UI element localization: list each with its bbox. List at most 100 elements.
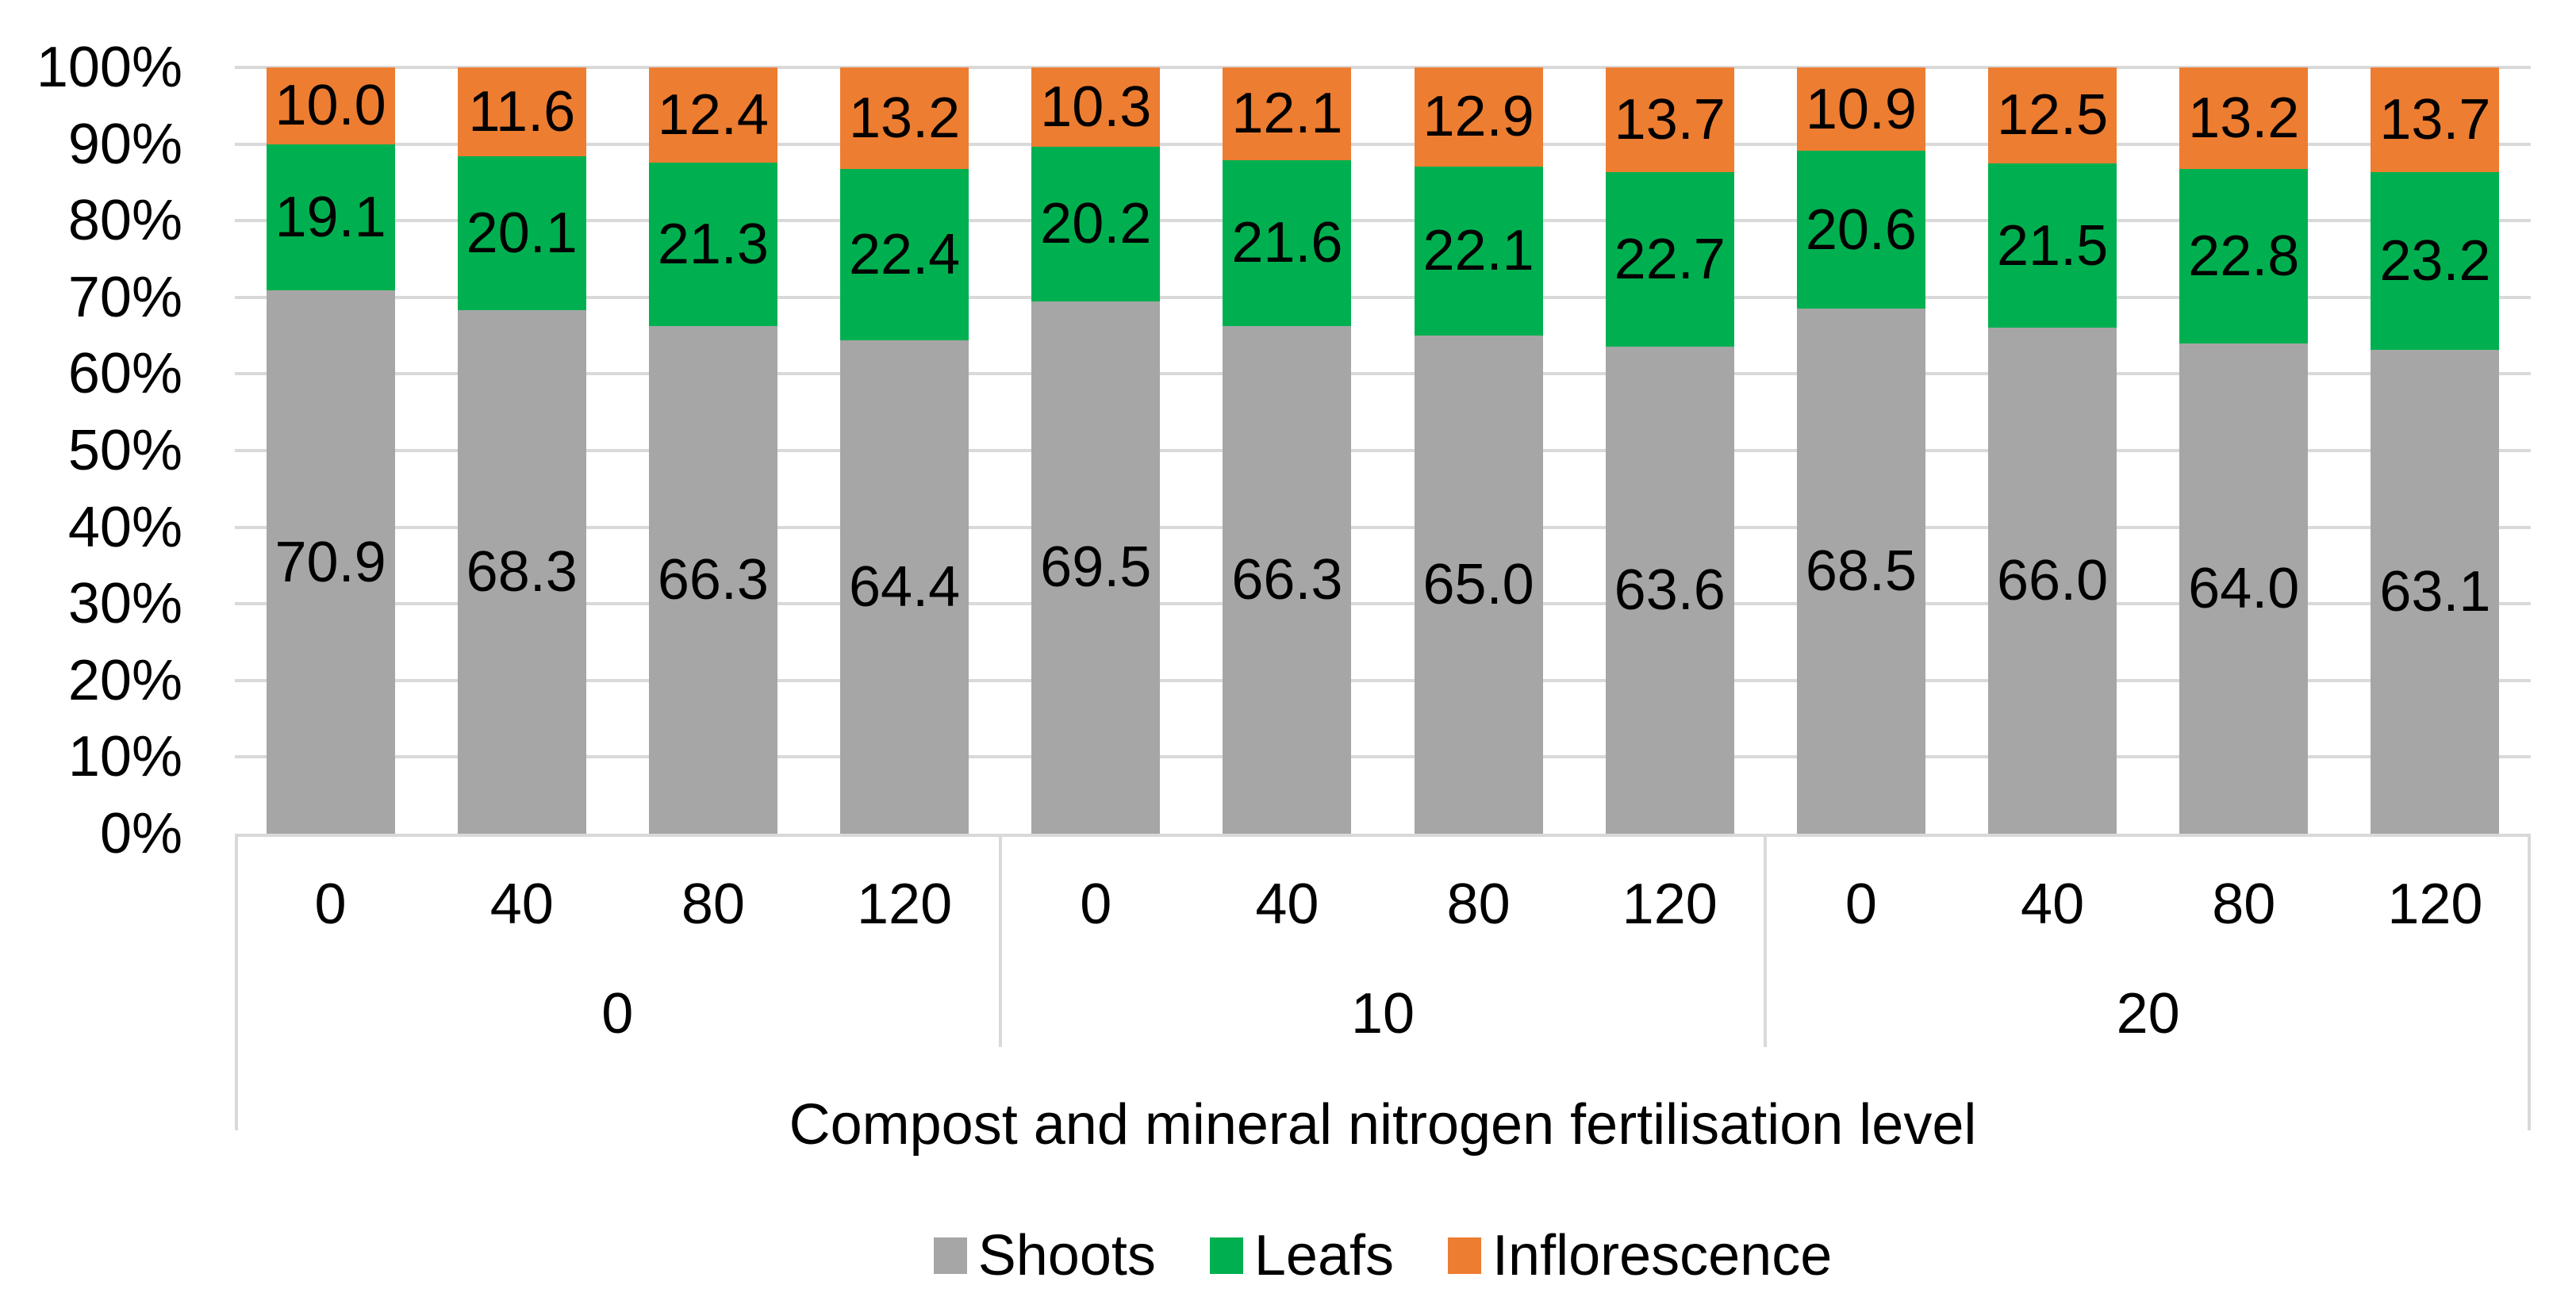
data-label: 66.3 (1231, 547, 1343, 612)
category-axis-left-border (235, 834, 238, 1130)
category-axis-right-border (2528, 834, 2531, 1130)
data-label: 66.0 (1997, 549, 2109, 613)
bar-segment-leafs: 22.7 (1605, 172, 1734, 347)
category-label-level1: 0 (1080, 873, 1112, 936)
bar-segment-shoots: 70.9 (266, 290, 395, 834)
data-label: 69.5 (1040, 535, 1152, 600)
bar-segment-shoots: 64.4 (840, 340, 969, 834)
gridline-10% (235, 755, 2531, 759)
data-label: 12.9 (1422, 85, 1534, 149)
data-label: 12.4 (657, 82, 769, 147)
y-tick-label: 10% (67, 725, 182, 789)
gridline-30% (235, 602, 2531, 606)
data-label: 21.5 (1997, 213, 2109, 278)
y-tick-label: 60% (67, 342, 182, 406)
category-label-level1: 80 (681, 873, 745, 936)
bar-segment-shoots: 63.1 (2371, 350, 2500, 834)
bar-column: 68.5 20.6 10.9 (1796, 67, 1925, 834)
data-label: 10.9 (1805, 77, 1917, 141)
data-label: 20.6 (1805, 198, 1917, 262)
bar-column: 66.3 21.3 12.4 (648, 67, 777, 834)
data-label: 64.4 (849, 554, 961, 619)
gridline-40% (235, 525, 2531, 529)
bar-segment-inflorescence: 13.2 (840, 67, 969, 169)
bar-segment-leafs: 22.4 (840, 168, 969, 340)
y-tick-label: 100% (36, 36, 182, 99)
data-label: 22.7 (1614, 227, 1726, 291)
bar-column: 68.3 20.1 11.6 (457, 67, 586, 834)
legend-marker-shoots (933, 1237, 967, 1274)
bar-segment-inflorescence: 12.1 (1223, 67, 1352, 160)
bar-segment-shoots: 69.5 (1031, 301, 1161, 834)
data-label: 21.3 (657, 212, 769, 276)
data-label: 22.8 (2188, 224, 2300, 288)
bar-segment-shoots: 68.3 (457, 310, 586, 834)
category-label-level1: 120 (857, 873, 953, 936)
legend-label-leafs: Leafs (1253, 1224, 1395, 1287)
bar-segment-leafs: 20.6 (1796, 151, 1925, 309)
category-label-level1: 0 (314, 873, 347, 936)
bar-column: 63.6 22.7 13.7 (1605, 67, 1734, 834)
bar-segment-leafs: 22.8 (2179, 168, 2309, 343)
category-label-level1: 0 (1845, 873, 1877, 936)
gridline-100% (235, 66, 2531, 69)
data-label: 23.2 (2379, 229, 2491, 294)
y-tick-label: 70% (67, 265, 182, 329)
bar-column: 66.3 21.6 12.1 (1223, 67, 1352, 834)
legend-marker-inflorescence (1448, 1237, 1482, 1274)
data-label: 64.0 (2188, 556, 2300, 620)
category-label-level1: 40 (489, 873, 554, 936)
bar-segment-shoots: 66.3 (1223, 325, 1352, 834)
bar-segment-leafs: 19.1 (266, 144, 395, 291)
bar-segment-shoots: 66.0 (1988, 328, 2117, 834)
y-tick-label: 0% (99, 802, 182, 865)
data-label: 70.9 (274, 530, 386, 594)
gridline-20% (235, 678, 2531, 682)
category-label-level2: 10 (1350, 982, 1415, 1046)
legend-label-shoots: Shoots (977, 1224, 1156, 1287)
bar-segment-leafs: 21.6 (1223, 159, 1352, 326)
gridline-70% (235, 295, 2531, 299)
bar-segment-inflorescence: 12.9 (1414, 67, 1543, 167)
y-tick-label: 30% (67, 572, 182, 636)
category-axis-top-border (235, 834, 2531, 837)
data-label: 10.3 (1040, 75, 1152, 139)
bar-column: 63.1 23.2 13.7 (2371, 67, 2500, 834)
bar-segment-inflorescence: 11.6 (457, 67, 586, 157)
data-label: 12.1 (1231, 82, 1343, 146)
y-tick-label: 40% (67, 495, 182, 559)
bar-segment-shoots: 68.5 (1796, 309, 1925, 834)
bar-segment-inflorescence: 10.0 (266, 67, 395, 144)
data-label: 68.3 (466, 540, 578, 604)
data-label: 11.6 (468, 80, 576, 144)
bar-segment-leafs: 23.2 (2371, 172, 2500, 351)
legend-item-leafs: Leafs (1209, 1224, 1395, 1287)
gridline-80% (235, 219, 2531, 223)
bar-segment-leafs: 22.1 (1414, 166, 1543, 336)
y-tick-label: 50% (67, 419, 182, 482)
data-label: 63.6 (1614, 558, 1726, 622)
legend: Shoots Leafs Inflorescence (235, 1222, 2531, 1290)
bar-column: 66.0 21.5 12.5 (1988, 67, 2117, 834)
bar-segment-inflorescence: 10.3 (1031, 67, 1161, 147)
data-label: 65.0 (1422, 553, 1534, 617)
bar-column: 69.5 20.2 10.3 (1031, 67, 1161, 834)
data-label: 22.4 (849, 222, 961, 286)
data-label: 19.1 (274, 185, 386, 249)
bar-segment-inflorescence: 12.5 (1988, 67, 2117, 163)
bar-column: 64.0 22.8 13.2 (2179, 67, 2309, 834)
data-label: 68.5 (1805, 539, 1917, 604)
bar-segment-shoots: 63.6 (1605, 346, 1734, 834)
bar-segment-leafs: 21.3 (648, 162, 777, 326)
data-label: 21.6 (1231, 211, 1343, 275)
data-label: 13.7 (2379, 88, 2491, 152)
legend-item-inflorescence: Inflorescence (1448, 1224, 1832, 1287)
gridline-60% (235, 372, 2531, 376)
legend-item-shoots: Shoots (933, 1224, 1156, 1287)
category-label-level1: 120 (1622, 873, 1718, 936)
group-divider (1764, 834, 1768, 1047)
category-label-level2: 0 (601, 982, 634, 1046)
bar-segment-inflorescence: 13.7 (2371, 67, 2500, 173)
data-label: 63.1 (2379, 560, 2491, 624)
